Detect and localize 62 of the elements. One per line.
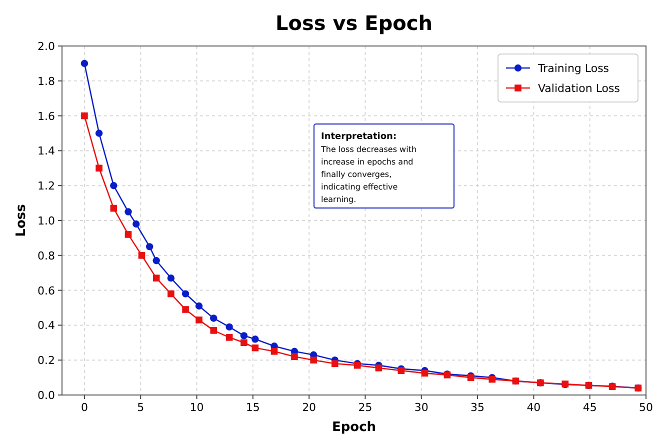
x-tick-label: 45: [582, 401, 597, 414]
y-tick-label: 1.4: [38, 144, 55, 158]
x-axis-title: Epoch: [332, 420, 376, 434]
x-tick-label: 40: [526, 401, 541, 414]
point: [182, 306, 189, 313]
point: [124, 231, 132, 238]
x-tick-label: 0: [80, 401, 88, 414]
point: [226, 323, 233, 331]
legend-label: Validation Loss: [538, 82, 620, 95]
point: [80, 60, 88, 68]
point: [291, 353, 298, 360]
x-tick-label: 35: [470, 401, 485, 414]
point: [252, 336, 259, 343]
x-tick-label: 15: [246, 401, 260, 414]
point: [96, 164, 102, 172]
y-tick-label: 2.0: [38, 40, 55, 53]
point: [210, 327, 218, 334]
point: [95, 130, 103, 137]
point: [152, 257, 160, 264]
point: [210, 314, 218, 322]
y-tick-label: 1.6: [38, 110, 55, 123]
point: [138, 252, 146, 259]
point: [310, 356, 317, 364]
annotation: Interpretation:: [321, 132, 397, 142]
y-tick-label: 1.0: [38, 214, 55, 228]
point: [332, 360, 338, 367]
x-tick-label: 25: [358, 401, 372, 414]
y-tick-label: 0.6: [38, 284, 55, 298]
point: [146, 243, 154, 250]
x-tick-label: 50: [639, 401, 653, 414]
point: [132, 220, 140, 228]
point: [110, 182, 118, 190]
point: [152, 274, 160, 282]
x-tick-label: 5: [137, 401, 144, 414]
chart-title: Loss vs Epoch: [276, 11, 432, 35]
legend-label: Training Loss: [537, 62, 610, 75]
y-tick-label: 1.8: [38, 74, 55, 88]
y-tick-label: 0.4: [38, 319, 55, 332]
y-axis-title: Loss: [14, 204, 29, 237]
annotation: The loss decreases with increase in epochs and finally converges, indicating effective learning.: [320, 145, 417, 204]
y-tick-label: 0.8: [38, 249, 55, 262]
point: [270, 348, 278, 355]
point: [168, 290, 174, 298]
point: [110, 204, 118, 212]
point: [182, 290, 190, 298]
y-tick-label: 0.2: [38, 354, 55, 368]
point: [226, 334, 233, 341]
y-tick-label: 0.0: [38, 389, 55, 402]
x-tick-label: 10: [190, 401, 204, 414]
x-tick-label: 30: [414, 401, 428, 414]
point: [124, 208, 132, 216]
point: [240, 332, 248, 340]
point: [167, 274, 175, 282]
point: [252, 344, 259, 352]
point: [196, 316, 202, 324]
point: [81, 112, 88, 120]
y-tick-label: 1.2: [38, 180, 55, 193]
x-tick-label: 20: [302, 401, 316, 414]
point: [240, 339, 248, 346]
point: [195, 302, 203, 310]
point: [421, 370, 428, 377]
point: [375, 364, 382, 372]
